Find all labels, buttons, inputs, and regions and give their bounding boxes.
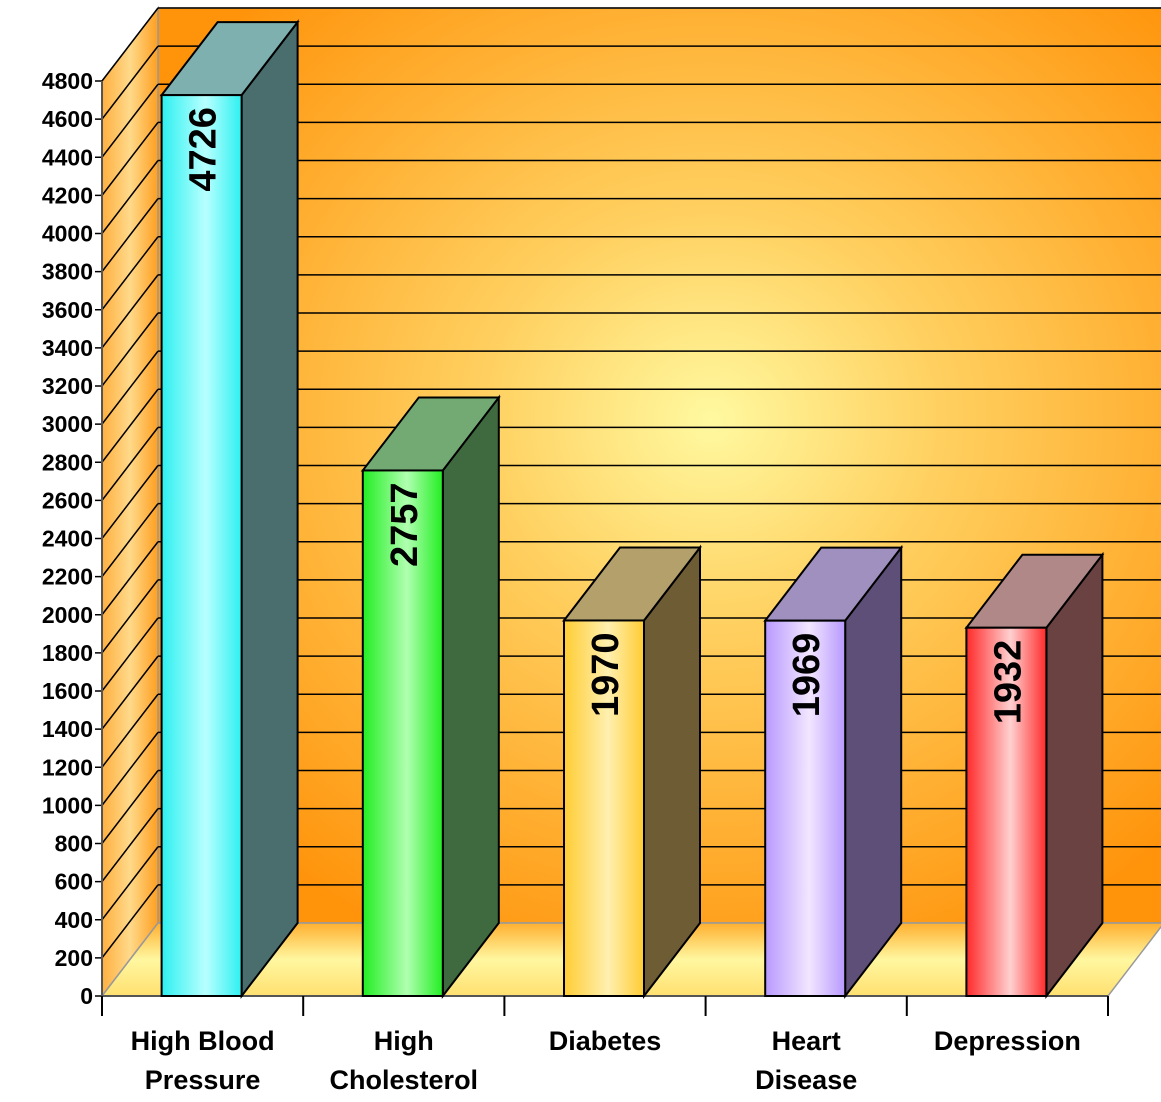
y-tick-label: 600 — [55, 869, 93, 895]
gridline-side — [101, 388, 159, 463]
y-tick-label: 3600 — [42, 297, 93, 323]
y-tick-label: 1000 — [42, 792, 93, 818]
x-category-label: Pressure — [145, 1065, 261, 1095]
y-tick-label: 0 — [80, 983, 93, 1009]
gridline-side — [101, 465, 159, 539]
y-tick-label: 4800 — [42, 68, 93, 94]
gridline-side — [101, 846, 159, 921]
y-tick-label: 1800 — [42, 640, 93, 666]
y-tick-label: 2000 — [42, 602, 93, 628]
x-category-label: Depression — [934, 1026, 1081, 1056]
gridline-side — [101, 617, 159, 692]
bar-value-label: 2757 — [384, 482, 426, 567]
bar-front-face — [764, 619, 847, 997]
bar-front-face — [361, 469, 444, 997]
gridline-side — [101, 312, 159, 387]
y-tick-label: 4600 — [42, 106, 93, 132]
gridline-side — [101, 426, 159, 501]
gridline-side — [101, 45, 159, 120]
y-tick-label: 2200 — [42, 564, 93, 590]
bar-side-face — [844, 544, 903, 999]
bar-side-face — [441, 394, 500, 999]
y-tick-label: 3200 — [42, 373, 93, 399]
bar-side-face — [1045, 551, 1104, 999]
gridline-side — [101, 7, 159, 82]
gridline-side — [101, 198, 159, 273]
bar-1 — [159, 19, 300, 999]
y-tick-label: 2400 — [42, 526, 93, 552]
gridline-side — [101, 503, 159, 578]
gridline-side — [101, 83, 159, 158]
gridline-side — [101, 236, 159, 311]
y-tick-label: 200 — [55, 945, 93, 971]
x-category-label: Diabetes — [549, 1026, 662, 1056]
y-tick-label: 4000 — [42, 221, 93, 247]
bar-5 — [964, 551, 1105, 999]
bar-side-face — [643, 544, 701, 999]
bar-value-label: 4726 — [183, 107, 225, 192]
bar-front-face — [563, 619, 645, 997]
gridline-side — [101, 731, 159, 806]
y-tick-label: 1200 — [42, 754, 93, 780]
bar-side-face — [240, 19, 299, 999]
x-category-label: High Blood — [131, 1026, 275, 1056]
y-tick-label: 4400 — [42, 144, 93, 170]
gridline-side — [101, 808, 159, 883]
gridline-side — [101, 884, 159, 959]
gridline-side — [101, 579, 159, 654]
bar-front-face — [160, 94, 243, 997]
bar-3 — [561, 544, 703, 999]
bar-value-label: 1970 — [585, 632, 627, 717]
gridline-side — [101, 655, 159, 730]
y-tick-label: 4200 — [42, 182, 93, 208]
y-tick-label: 2600 — [42, 487, 93, 513]
y-tick-label: 1600 — [42, 678, 93, 704]
y-tick-label: 3400 — [42, 335, 93, 361]
gridline-side — [101, 770, 159, 844]
y-tick-label: 800 — [55, 831, 93, 857]
x-category-label: Disease — [755, 1065, 857, 1095]
gridline-side — [101, 160, 159, 234]
x-category-label: Cholesterol — [330, 1065, 479, 1095]
gridline-side — [101, 693, 159, 768]
bar-2 — [360, 394, 501, 999]
gridline-side — [101, 541, 159, 616]
gridline-side — [101, 121, 159, 196]
gridline-side — [101, 274, 159, 349]
bar-value-label: 1932 — [987, 640, 1029, 725]
y-tick-label: 3000 — [42, 411, 93, 437]
bar-front-face — [965, 626, 1048, 998]
x-category-label: Heart — [772, 1026, 841, 1056]
y-tick-label: 400 — [55, 907, 93, 933]
bar-4 — [763, 544, 904, 999]
gridline-side — [101, 350, 159, 425]
y-tick-label: 3800 — [42, 259, 93, 285]
y-tick-label: 2800 — [42, 449, 93, 475]
x-category-label: High — [374, 1026, 434, 1056]
bar-value-label: 1969 — [786, 633, 828, 718]
y-tick-label: 1400 — [42, 716, 93, 742]
